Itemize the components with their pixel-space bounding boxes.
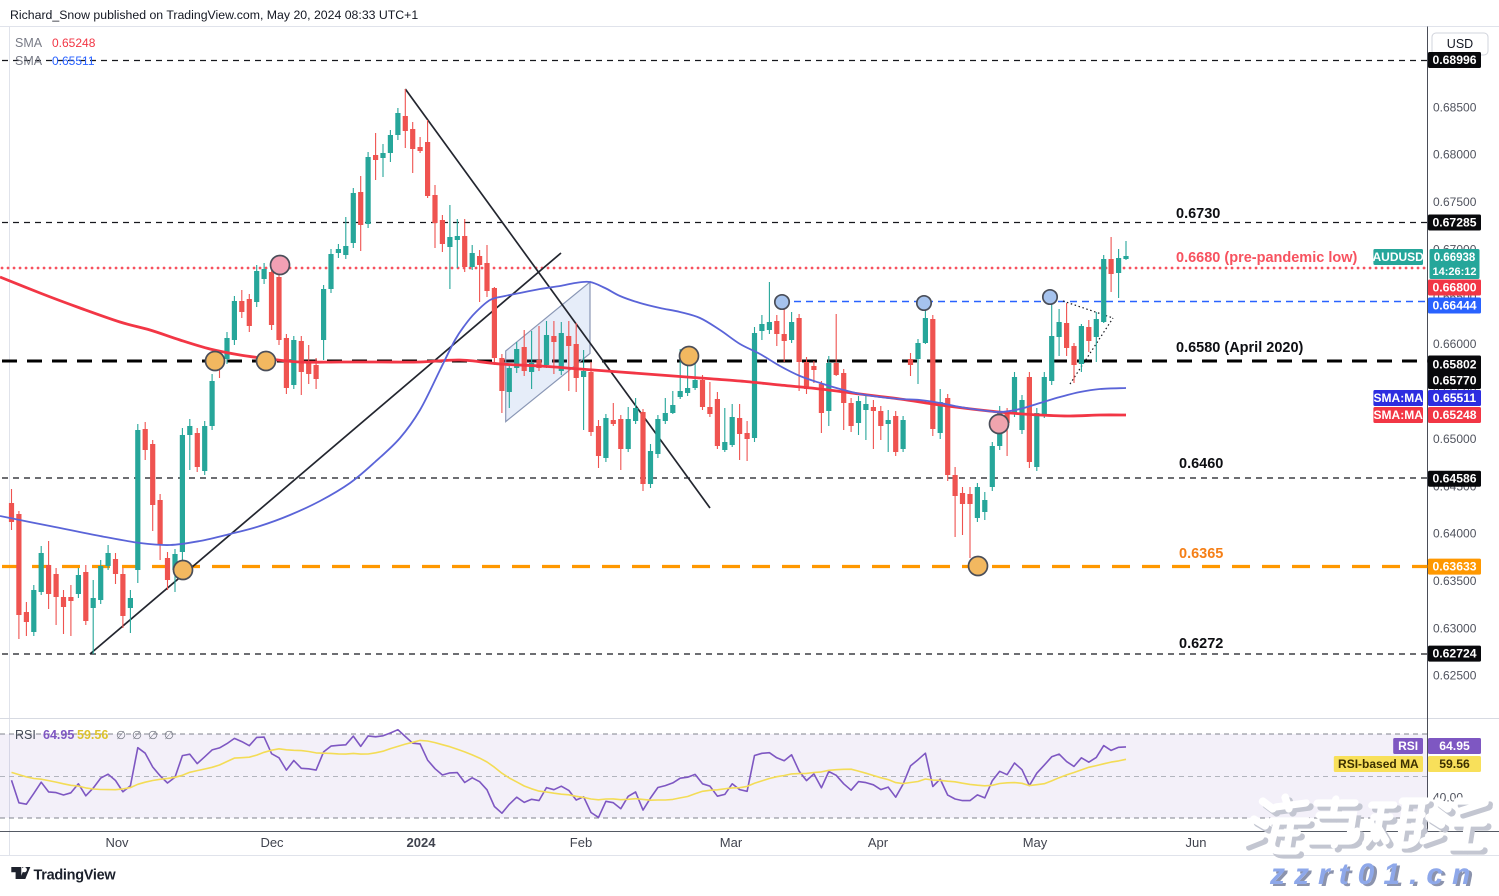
svg-text:0.68000: 0.68000 xyxy=(1433,148,1477,162)
svg-text:Mar: Mar xyxy=(720,835,743,850)
svg-text:0.66938: 0.66938 xyxy=(1434,252,1476,264)
svg-text:zzrt01.cn: zzrt01.cn xyxy=(1269,858,1479,891)
svg-text:SMA: SMA xyxy=(15,54,43,68)
svg-text:0.65248: 0.65248 xyxy=(1432,408,1476,422)
svg-text:0.65511: 0.65511 xyxy=(52,54,95,68)
svg-text:14:26:12: 14:26:12 xyxy=(1432,266,1476,278)
svg-text:May: May xyxy=(1023,835,1048,850)
svg-text:0.68996: 0.68996 xyxy=(1432,53,1476,67)
svg-text:0.6580 (April 2020): 0.6580 (April 2020) xyxy=(1176,340,1304,356)
svg-text:∅: ∅ xyxy=(164,730,174,742)
svg-text:0.65511: 0.65511 xyxy=(1433,391,1477,405)
svg-text:0.63500: 0.63500 xyxy=(1433,574,1477,588)
svg-text:∅: ∅ xyxy=(116,730,126,742)
svg-text:0.62724: 0.62724 xyxy=(1432,647,1476,661)
svg-text:0.66444: 0.66444 xyxy=(1432,299,1476,313)
svg-text:0.66000: 0.66000 xyxy=(1433,337,1477,351)
svg-text:Nov: Nov xyxy=(105,835,129,850)
svg-text:SMA:MA: SMA:MA xyxy=(1374,391,1424,405)
svg-text:59.56: 59.56 xyxy=(1439,757,1470,771)
svg-text:RSI-based MA: RSI-based MA xyxy=(1338,757,1419,771)
svg-text:SMA:MA: SMA:MA xyxy=(1374,408,1424,422)
svg-text:Feb: Feb xyxy=(570,835,592,850)
svg-text:0.65000: 0.65000 xyxy=(1433,432,1477,446)
svg-text:0.65802: 0.65802 xyxy=(1432,358,1476,372)
svg-text:0.6730: 0.6730 xyxy=(1176,206,1220,222)
svg-text:Dec: Dec xyxy=(260,835,284,850)
svg-text:Richard_Snow published on Trad: Richard_Snow published on TradingView.co… xyxy=(10,8,418,22)
svg-text:Jun: Jun xyxy=(1186,835,1207,850)
svg-text:0.64586: 0.64586 xyxy=(1432,472,1476,486)
svg-text:0.67285: 0.67285 xyxy=(1432,216,1476,230)
svg-text:∅: ∅ xyxy=(132,730,142,742)
svg-text:59.56: 59.56 xyxy=(77,728,108,742)
svg-text:64.95: 64.95 xyxy=(1439,739,1470,753)
svg-text:0.63000: 0.63000 xyxy=(1433,621,1477,635)
svg-text:RSI: RSI xyxy=(15,728,36,742)
svg-text:0.6272: 0.6272 xyxy=(1179,636,1223,652)
svg-text:0.66800: 0.66800 xyxy=(1432,281,1476,295)
svg-text:0.62500: 0.62500 xyxy=(1433,669,1477,683)
svg-text:zzrt01.cn: zzrt01.cn xyxy=(1272,860,1482,891)
svg-text:∅: ∅ xyxy=(148,730,158,742)
svg-text:USD: USD xyxy=(1447,37,1473,51)
svg-text:0.6460: 0.6460 xyxy=(1179,456,1223,472)
svg-text:0.64000: 0.64000 xyxy=(1433,527,1477,541)
svg-text:0.63633: 0.63633 xyxy=(1432,560,1476,574)
svg-text:0.65770: 0.65770 xyxy=(1432,374,1476,388)
svg-text:0.68500: 0.68500 xyxy=(1433,100,1477,114)
svg-text:64.95: 64.95 xyxy=(43,728,74,742)
svg-text:0.6680 (pre-pandemic low): 0.6680 (pre-pandemic low) xyxy=(1176,250,1357,266)
svg-text:0.6365: 0.6365 xyxy=(1179,546,1223,562)
svg-text:0.65248: 0.65248 xyxy=(52,36,96,50)
svg-text:SMA: SMA xyxy=(15,36,43,50)
svg-text:AUDUSD: AUDUSD xyxy=(1373,250,1425,264)
svg-text:2024: 2024 xyxy=(407,835,437,850)
svg-text:TradingView: TradingView xyxy=(34,868,117,884)
svg-text:RSI: RSI xyxy=(1398,739,1418,753)
svg-text:Apr: Apr xyxy=(868,835,889,850)
svg-text:0.67500: 0.67500 xyxy=(1433,195,1477,209)
